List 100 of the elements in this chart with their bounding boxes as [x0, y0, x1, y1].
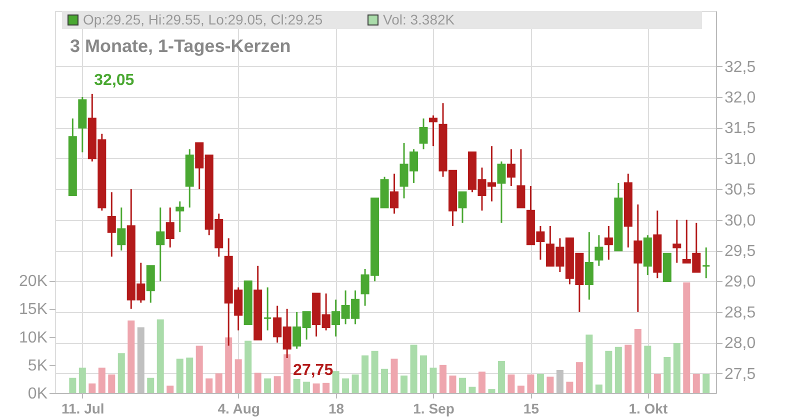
bar: [254, 372, 262, 393]
bar: [692, 374, 700, 393]
bar: [595, 384, 602, 393]
y-tick-label: 29,0: [724, 274, 756, 291]
bar: [673, 343, 680, 393]
bar: [634, 328, 642, 393]
bar: [166, 386, 174, 393]
bar: [312, 383, 320, 393]
bar: [147, 378, 154, 393]
bar: [478, 372, 486, 393]
bar: [546, 376, 554, 393]
candlestick: [516, 148, 526, 208]
bar: [156, 319, 164, 393]
candlestick: [594, 234, 604, 267]
x-tick-label: 1. Sep: [413, 400, 454, 416]
bar: [225, 337, 232, 393]
bar: [644, 346, 652, 393]
candlestick: [604, 225, 613, 260]
bar: [586, 334, 593, 393]
bar: [293, 378, 300, 393]
bar: [303, 382, 310, 393]
candlestick: [166, 206, 174, 248]
bar: [517, 386, 524, 393]
bar: [186, 358, 194, 393]
y-tick-label: 29,5: [724, 243, 756, 260]
y-tick-label: 30,5: [724, 182, 756, 199]
bar: [196, 346, 203, 393]
candlestick: [584, 231, 594, 300]
candlestick: [107, 191, 116, 258]
candlestick: [497, 160, 506, 224]
bar: [128, 320, 135, 393]
legend-label: Vol: 3.382K: [383, 12, 456, 28]
candlestick: [156, 206, 165, 282]
bar: [683, 282, 690, 393]
bar: [468, 386, 476, 393]
y2-tick-label: 5K: [28, 357, 48, 374]
bar: [527, 374, 534, 393]
bar: [576, 362, 583, 393]
bar: [371, 350, 378, 393]
bar: [88, 383, 96, 393]
bar: [566, 382, 574, 393]
candlestick: [458, 191, 467, 224]
bar: [410, 344, 418, 393]
bar: [176, 358, 184, 393]
x-tick-label: 18: [328, 400, 344, 416]
legend-label: Op:29.25, Hi:29.55, Lo:29.05, Cl:29.25: [83, 12, 323, 28]
bar: [488, 389, 496, 393]
candlestick: [634, 204, 642, 313]
bar: [78, 368, 86, 393]
bar: [264, 378, 272, 393]
x-tick-label: 4. Aug: [218, 400, 260, 416]
candlestick: [702, 246, 710, 279]
bar: [614, 346, 622, 393]
bar: [430, 368, 437, 393]
bar: [420, 355, 428, 393]
y2-tick-label: 0K: [28, 386, 48, 402]
bar: [284, 354, 291, 393]
candlestick: [390, 173, 399, 214]
bar: [332, 371, 340, 393]
bar: [390, 358, 398, 393]
bar: [69, 378, 76, 393]
candlestick: [506, 148, 516, 187]
y-tick-label: 27,5: [724, 366, 756, 383]
bar: [536, 374, 544, 393]
text: 3 Monate, 1-Tages-Kerzen: [70, 36, 291, 56]
y-tick-label: 31,0: [724, 150, 756, 168]
bar: [352, 374, 359, 393]
bar: [440, 364, 446, 393]
annotation: 32,05: [94, 72, 134, 89]
y-tick-label: 32,5: [724, 58, 756, 76]
bar: [108, 374, 116, 393]
candlestick: [672, 219, 682, 264]
bar: [244, 340, 252, 393]
bar: [654, 374, 661, 393]
bar: [508, 374, 515, 393]
candlestick: [429, 114, 438, 147]
bar: [274, 376, 281, 393]
bar: [98, 368, 106, 393]
candlestick: [117, 206, 126, 252]
annotation: 27,75: [293, 362, 334, 379]
bar: [702, 374, 710, 393]
bar: [605, 350, 612, 393]
candlestick: [419, 118, 428, 150]
bar: [400, 376, 408, 393]
y2-tick-label: 10K: [19, 329, 48, 346]
bar: [322, 382, 330, 393]
y-tick-label: 32,0: [724, 89, 756, 106]
bar: [206, 378, 213, 393]
x-tick-label: 15: [523, 400, 540, 416]
y-tick-label: 28,5: [724, 304, 756, 322]
y2-tick-label: 20K: [19, 273, 48, 290]
bar: [342, 378, 350, 393]
bar: [234, 359, 242, 393]
bar: [624, 344, 632, 393]
candlestick: [263, 286, 272, 332]
y2-tick-label: 15K: [19, 301, 48, 318]
x-tick-label: 1. Okt: [628, 400, 668, 416]
bar: [215, 373, 222, 393]
x-tick-label: 11. Jul: [62, 400, 104, 416]
bar: [381, 368, 388, 393]
